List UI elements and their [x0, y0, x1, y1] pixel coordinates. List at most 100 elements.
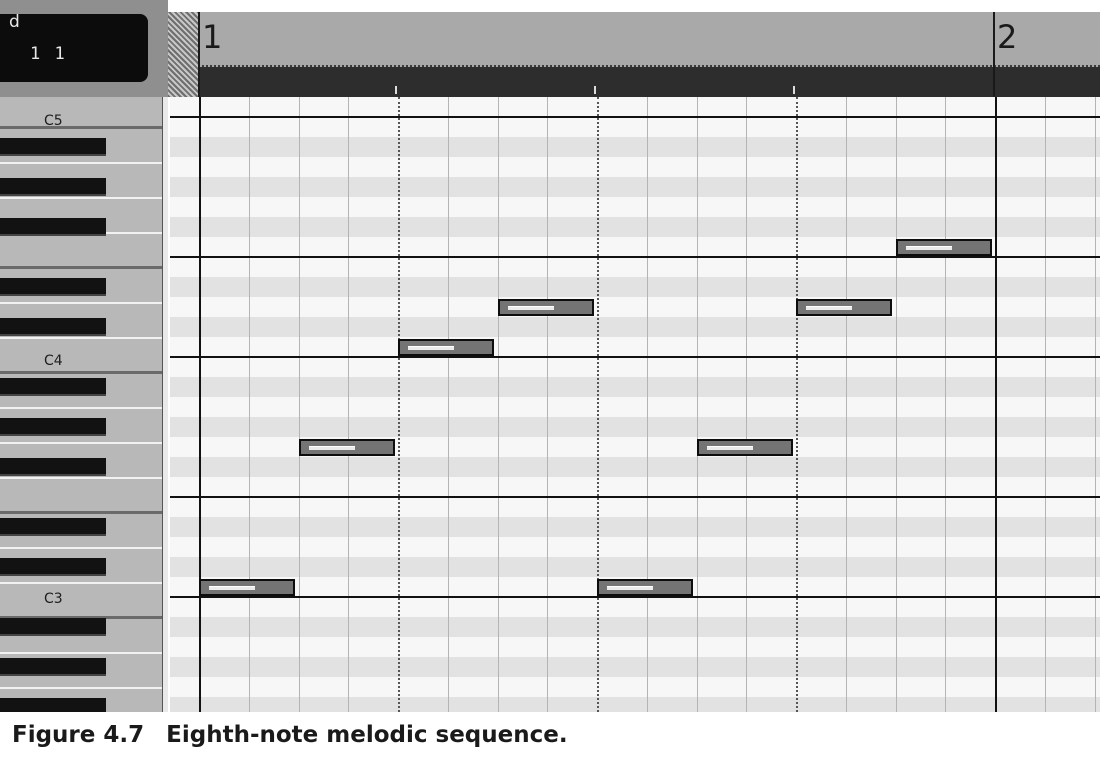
grid-line	[1045, 97, 1046, 712]
pitch-row	[170, 117, 1100, 137]
note-velocity-bar	[508, 306, 554, 310]
ruler-beat-tick	[793, 86, 795, 94]
note-velocity-bar	[707, 446, 753, 450]
octave-label-c4: C4	[44, 353, 63, 369]
note-velocity-bar	[607, 586, 653, 590]
pitch-row	[170, 237, 1100, 257]
pitch-row	[170, 297, 1100, 317]
ruler-beat-tick	[395, 86, 397, 94]
pitch-row	[170, 137, 1100, 157]
figure-caption: Figure 4.7 Eighth-note melodic sequence.	[12, 722, 568, 748]
note-velocity-bar	[309, 446, 355, 450]
white-key[interactable]	[0, 234, 162, 269]
ruler-bar-line	[198, 12, 200, 97]
black-key[interactable]	[0, 318, 106, 336]
caption-label: Figure 4.7	[12, 722, 145, 748]
black-key[interactable]	[0, 518, 106, 536]
pitch-row	[170, 437, 1100, 457]
timeline-ruler[interactable]: 1 2	[168, 12, 1100, 97]
position-value: 1 1	[30, 44, 67, 64]
note-block[interactable]	[597, 579, 693, 596]
ruler-bar-line	[993, 12, 995, 97]
pitch-row	[170, 277, 1100, 297]
pitch-row	[170, 257, 1100, 277]
piano-keyboard[interactable]: C5 C4 C3	[0, 97, 168, 712]
ruler-bar-1: 1	[202, 18, 223, 56]
grid-line	[498, 97, 499, 712]
ruler-beat-tick	[594, 86, 596, 94]
grid-line	[796, 97, 798, 712]
note-velocity-bar	[806, 306, 852, 310]
pitch-row	[170, 337, 1100, 357]
pitch-row	[170, 517, 1100, 537]
grid-line	[896, 97, 897, 712]
octave-label-c3: C3	[44, 591, 63, 607]
octave-separator	[170, 356, 1100, 358]
white-key[interactable]	[0, 479, 162, 514]
grid-line	[199, 97, 201, 712]
grid-line	[697, 97, 698, 712]
pitch-row	[170, 677, 1100, 697]
note-grid[interactable]	[170, 97, 1100, 712]
grid-line	[448, 97, 449, 712]
pitch-row	[170, 557, 1100, 577]
black-key[interactable]	[0, 418, 106, 436]
note-velocity-bar	[209, 586, 255, 590]
grid-line	[547, 97, 548, 712]
white-key[interactable]	[0, 339, 162, 374]
grid-line	[348, 97, 349, 712]
grid-line	[647, 97, 648, 712]
pitch-row	[170, 637, 1100, 657]
ruler-beat-strip[interactable]	[198, 67, 1100, 97]
pitch-row	[170, 617, 1100, 637]
ruler-left-handle[interactable]	[168, 12, 200, 97]
pitch-row	[170, 157, 1100, 177]
octave-separator	[170, 116, 1100, 118]
black-key[interactable]	[0, 218, 106, 236]
black-key[interactable]	[0, 178, 106, 196]
caption-text: Eighth-note melodic sequence.	[166, 722, 568, 748]
note-velocity-bar	[906, 246, 952, 250]
note-block[interactable]	[199, 579, 295, 596]
pitch-row	[170, 197, 1100, 217]
grid-line	[1095, 97, 1096, 712]
pitch-row	[170, 537, 1100, 557]
grid-line	[995, 97, 997, 712]
note-velocity-bar	[408, 346, 454, 350]
black-key[interactable]	[0, 378, 106, 396]
pitch-row	[170, 317, 1100, 337]
pitch-row	[170, 457, 1100, 477]
pitch-row	[170, 397, 1100, 417]
octave-separator	[170, 256, 1100, 258]
black-key[interactable]	[0, 618, 106, 636]
note-block[interactable]	[398, 339, 494, 356]
pitch-row	[170, 377, 1100, 397]
note-block[interactable]	[896, 239, 992, 256]
pitch-row	[170, 417, 1100, 437]
black-key[interactable]	[0, 558, 106, 576]
grid-line	[945, 97, 946, 712]
grid-line	[597, 97, 599, 712]
black-key[interactable]	[0, 458, 106, 476]
note-block[interactable]	[498, 299, 594, 316]
black-key[interactable]	[0, 138, 106, 156]
ruler-divider	[198, 65, 1100, 67]
black-key[interactable]	[0, 698, 106, 712]
white-key[interactable]	[0, 584, 162, 619]
octave-separator	[170, 596, 1100, 598]
pitch-row	[170, 357, 1100, 377]
pitch-row	[170, 597, 1100, 617]
grid-line	[846, 97, 847, 712]
pitch-row	[170, 497, 1100, 517]
note-block[interactable]	[796, 299, 892, 316]
pitch-row	[170, 97, 1100, 117]
position-display: d 1 1	[0, 12, 148, 82]
black-key[interactable]	[0, 278, 106, 296]
grid-line	[299, 97, 300, 712]
note-block[interactable]	[697, 439, 793, 456]
white-key[interactable]	[0, 97, 162, 129]
keyboard-edge	[162, 97, 168, 712]
black-key[interactable]	[0, 658, 106, 676]
note-block[interactable]	[299, 439, 395, 456]
pitch-row	[170, 477, 1100, 497]
